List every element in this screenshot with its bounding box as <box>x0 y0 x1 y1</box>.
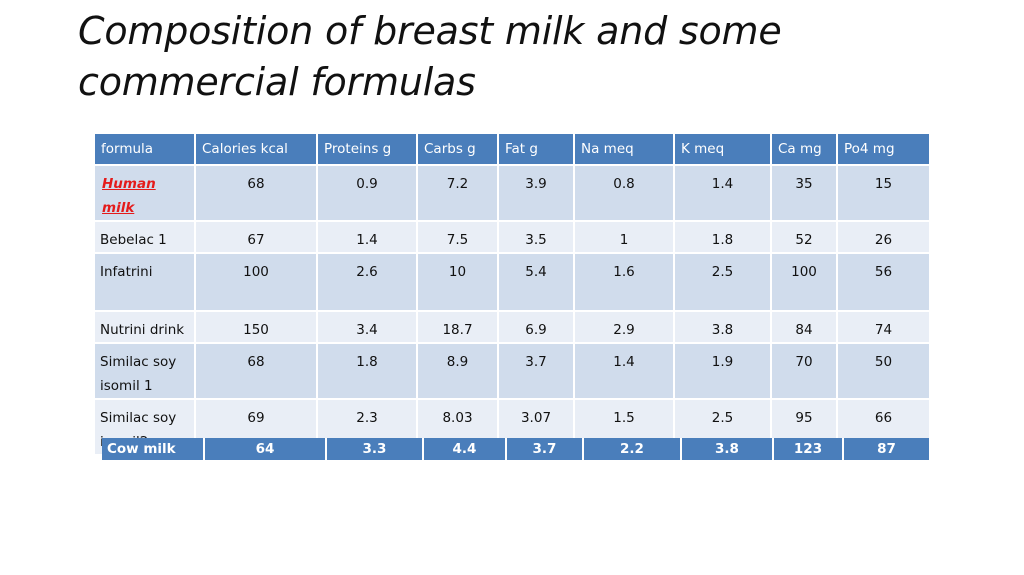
header-potassium: K meq <box>675 134 772 166</box>
cell-sodium: 2.2 <box>584 438 682 460</box>
cell-sodium: 2.9 <box>575 312 675 344</box>
table-row-bebelac: Bebelac 1 67 1.4 7.5 3.5 1 1.8 52 26 <box>95 222 929 254</box>
table-header-row: formula Calories kcal Proteins g Carbs g… <box>95 134 929 166</box>
cell-fat: 3.9 <box>499 166 575 222</box>
cell-sodium: 0.8 <box>575 166 675 222</box>
cell-calories: 68 <box>196 344 318 400</box>
row-name: Human milk <box>95 166 196 222</box>
cell-calcium: 52 <box>772 222 838 254</box>
cell-potassium: 1.4 <box>675 166 772 222</box>
cell-phosphate: 15 <box>838 166 929 222</box>
cell-phosphate: 50 <box>838 344 929 400</box>
cell-carbs: 8.9 <box>418 344 499 400</box>
cell-proteins: 2.6 <box>318 254 418 312</box>
header-proteins: Proteins g <box>318 134 418 166</box>
cell-sodium: 1.6 <box>575 254 675 312</box>
table-row-nutrini: Nutrini drink 150 3.4 18.7 6.9 2.9 3.8 8… <box>95 312 929 344</box>
row-name: Nutrini drink <box>95 312 196 344</box>
cell-potassium: 1.8 <box>675 222 772 254</box>
cell-proteins: 0.9 <box>318 166 418 222</box>
header-calories: Calories kcal <box>196 134 318 166</box>
cell-calories: 64 <box>205 438 327 460</box>
cell-calcium: 35 <box>772 166 838 222</box>
slide-title: Composition of breast milk and some comm… <box>78 9 782 104</box>
table-row-infatrini: Infatrini 100 2.6 10 5.4 1.6 2.5 100 56 <box>95 254 929 312</box>
header-fat: Fat g <box>499 134 575 166</box>
cell-phosphate: 56 <box>838 254 929 312</box>
cell-proteins: 1.8 <box>318 344 418 400</box>
cell-potassium: 2.5 <box>675 254 772 312</box>
cell-proteins: 3.4 <box>318 312 418 344</box>
cell-phosphate: 74 <box>838 312 929 344</box>
cell-carbs: 4.4 <box>424 438 507 460</box>
cell-proteins: 3.3 <box>327 438 424 460</box>
cell-fat: 6.9 <box>499 312 575 344</box>
row-name: Infatrini <box>95 254 196 312</box>
cow-milk-table: Cow milk 64 3.3 4.4 3.7 2.2 3.8 123 87 <box>102 438 929 460</box>
cell-fat: 3.5 <box>499 222 575 254</box>
cell-sodium: 1.4 <box>575 344 675 400</box>
cell-calcium: 84 <box>772 312 838 344</box>
table-row-human-milk: Human milk 68 0.9 7.2 3.9 0.8 1.4 35 15 <box>95 166 929 222</box>
composition-table: formula Calories kcal Proteins g Carbs g… <box>95 134 929 456</box>
cell-phosphate: 26 <box>838 222 929 254</box>
cell-potassium: 1.9 <box>675 344 772 400</box>
cell-potassium: 3.8 <box>675 312 772 344</box>
cell-carbs: 10 <box>418 254 499 312</box>
row-name: Bebelac 1 <box>95 222 196 254</box>
cell-calories: 68 <box>196 166 318 222</box>
cell-calories: 67 <box>196 222 318 254</box>
cell-fat: 3.7 <box>507 438 584 460</box>
cell-calcium: 100 <box>772 254 838 312</box>
table-row-similac-1: Similac soy isomil 1 68 1.8 8.9 3.7 1.4 … <box>95 344 929 400</box>
cell-calcium: 70 <box>772 344 838 400</box>
cell-carbs: 7.2 <box>418 166 499 222</box>
table-row-cow-milk: Cow milk 64 3.3 4.4 3.7 2.2 3.8 123 87 <box>102 438 929 460</box>
cell-carbs: 18.7 <box>418 312 499 344</box>
header-phosphate: Po4 mg <box>838 134 929 166</box>
cell-calories: 100 <box>196 254 318 312</box>
cell-carbs: 7.5 <box>418 222 499 254</box>
cell-calcium: 123 <box>774 438 844 460</box>
cell-sodium: 1 <box>575 222 675 254</box>
cell-fat: 3.7 <box>499 344 575 400</box>
row-name: Similac soy isomil 1 <box>95 344 196 400</box>
table-row-similac-2: Similac soy isomil2 69 2.3 8.03 3.07 1.5… <box>95 400 929 456</box>
header-carbs: Carbs g <box>418 134 499 166</box>
cell-fat: 5.4 <box>499 254 575 312</box>
cell-proteins: 1.4 <box>318 222 418 254</box>
cell-potassium: 3.8 <box>682 438 774 460</box>
cell-phosphate: 87 <box>844 438 929 460</box>
row-name: Cow milk <box>102 438 205 460</box>
cell-calories: 150 <box>196 312 318 344</box>
header-calcium: Ca mg <box>772 134 838 166</box>
header-sodium: Na meq <box>575 134 675 166</box>
header-formula: formula <box>95 134 196 166</box>
